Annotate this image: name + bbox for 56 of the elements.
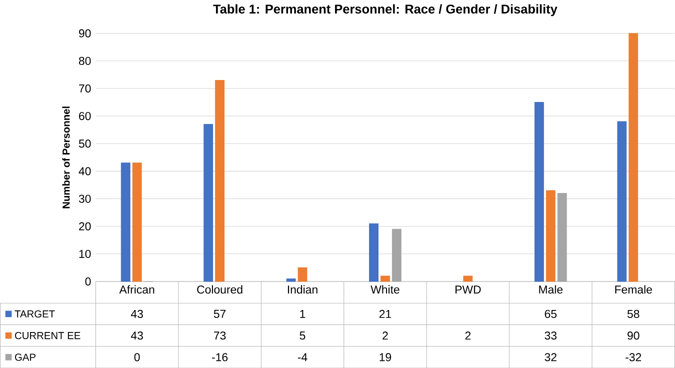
- bar: [120, 162, 130, 282]
- bar: [557, 192, 567, 282]
- data-label: 21: [379, 310, 392, 318]
- text: -4: [298, 353, 308, 362]
- data-label: 2: [382, 331, 388, 340]
- bar: [380, 276, 390, 282]
- bar: [298, 267, 308, 282]
- y-axis-title: Number of Personnel: [62, 106, 70, 208]
- y-tick-label: 10: [79, 250, 91, 258]
- x-tick-label: White: [370, 285, 400, 294]
- x-tick-label: PWD: [456, 285, 481, 294]
- bar: [392, 228, 402, 282]
- data-label: 5: [300, 331, 306, 340]
- bar: [204, 124, 214, 282]
- data-label: 43: [130, 310, 143, 318]
- bar: [617, 121, 627, 282]
- data-label: 65: [544, 310, 557, 318]
- legend-label: TARGET: [14, 310, 55, 318]
- x-tick-label: Indian: [288, 285, 318, 294]
- bar: [463, 276, 473, 282]
- y-tick-label: 0: [85, 277, 91, 286]
- data-label: 58: [627, 310, 640, 318]
- legend-label: CURRENT EE: [15, 332, 80, 340]
- y-tick-label: 70: [79, 84, 91, 92]
- bar: [369, 223, 378, 282]
- y-tick-label: 60: [79, 112, 91, 120]
- data-label: 32: [544, 353, 556, 362]
- x-tick-label: Male: [539, 285, 563, 294]
- bar: [546, 190, 556, 282]
- data-label: 90: [628, 331, 640, 340]
- y-tick-label: 30: [78, 194, 91, 203]
- bar: [534, 102, 544, 282]
- bar: [628, 32, 638, 282]
- data-label: 19: [380, 353, 392, 362]
- y-tick-label: 20: [79, 222, 91, 230]
- data-label: 0: [134, 353, 140, 362]
- y-tick-label: 40: [78, 167, 91, 176]
- x-tick-label: Coloured: [197, 285, 242, 294]
- legend-label: GAP: [15, 353, 36, 361]
- chart-title: Table 1: Permanent Personnel: Race / Gender / Disability: [213, 4, 558, 16]
- data-label: 1: [300, 310, 306, 318]
- data-label: 33: [544, 331, 557, 340]
- bar: [215, 80, 224, 282]
- data-label: 57: [214, 310, 226, 318]
- bar: [286, 278, 296, 282]
- x-tick-label: African: [119, 285, 154, 294]
- text: -32: [626, 353, 642, 362]
- text: -16: [212, 353, 228, 362]
- data-label: 73: [214, 331, 226, 340]
- bar: [132, 162, 142, 282]
- data-label: 43: [130, 331, 143, 340]
- y-tick-label: 50: [78, 139, 91, 148]
- y-tick-label: 90: [79, 29, 91, 38]
- data-label: 2: [465, 331, 471, 340]
- x-tick-label: Female: [615, 285, 652, 294]
- y-tick-label: 80: [78, 56, 91, 65]
